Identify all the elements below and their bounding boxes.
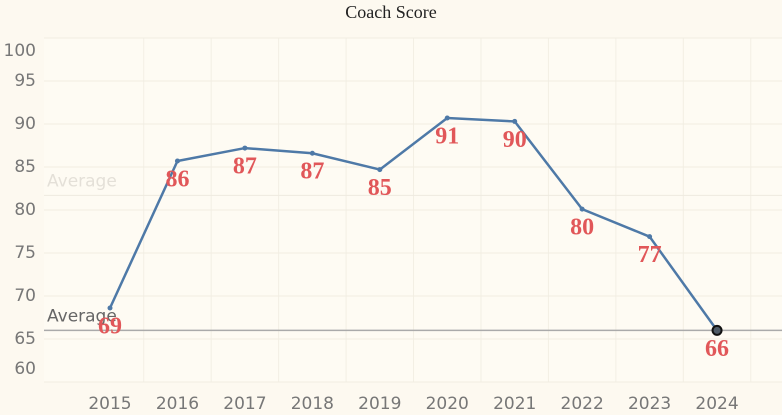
data-point <box>242 145 248 151</box>
x-tick-label: 2024 <box>695 394 738 414</box>
data-label: 87 <box>300 159 324 185</box>
y-tick-label: 80 <box>14 200 36 220</box>
y-tick-label: 70 <box>14 286 36 306</box>
data-label: 80 <box>570 215 594 241</box>
y-tick-label: 100 <box>4 41 36 61</box>
data-label: 77 <box>638 242 662 268</box>
x-tick-label: 2022 <box>561 394 604 414</box>
data-point <box>711 324 723 336</box>
x-tick-label: 2019 <box>358 394 401 414</box>
data-label: 69 <box>98 314 122 340</box>
data-label: 90 <box>503 127 527 153</box>
x-tick-label: 2016 <box>156 394 199 414</box>
reference-label: Average <box>47 171 117 191</box>
data-point <box>309 150 315 156</box>
data-label: 87 <box>233 154 257 180</box>
x-tick-label: 2020 <box>426 394 469 414</box>
data-label: 91 <box>435 123 459 149</box>
series-line <box>108 116 719 332</box>
y-tick-label: 75 <box>14 243 36 263</box>
x-tick-label: 2017 <box>223 394 266 414</box>
y-tick-label: 60 <box>14 359 36 379</box>
data-label: 86 <box>165 166 189 192</box>
x-tick-label: 2018 <box>291 394 334 414</box>
y-tick-label: 65 <box>14 329 36 349</box>
y-tick-label: 95 <box>14 71 36 91</box>
y-tick-label: 85 <box>14 157 36 177</box>
x-tick-label: 2021 <box>493 394 536 414</box>
x-tick-label: 2015 <box>88 394 131 414</box>
data-point <box>107 305 113 311</box>
reference-label: Average <box>47 306 117 326</box>
data-point <box>444 115 450 121</box>
data-label: 85 <box>368 175 392 201</box>
y-tick-label: 90 <box>14 114 36 134</box>
data-label: 66 <box>705 336 729 362</box>
data-point <box>647 234 653 240</box>
data-point <box>174 158 180 164</box>
x-tick-label: 2023 <box>628 394 671 414</box>
chart-title: Coach Score <box>345 2 436 22</box>
data-point <box>579 206 585 212</box>
data-point <box>377 167 383 173</box>
data-point <box>512 118 518 124</box>
